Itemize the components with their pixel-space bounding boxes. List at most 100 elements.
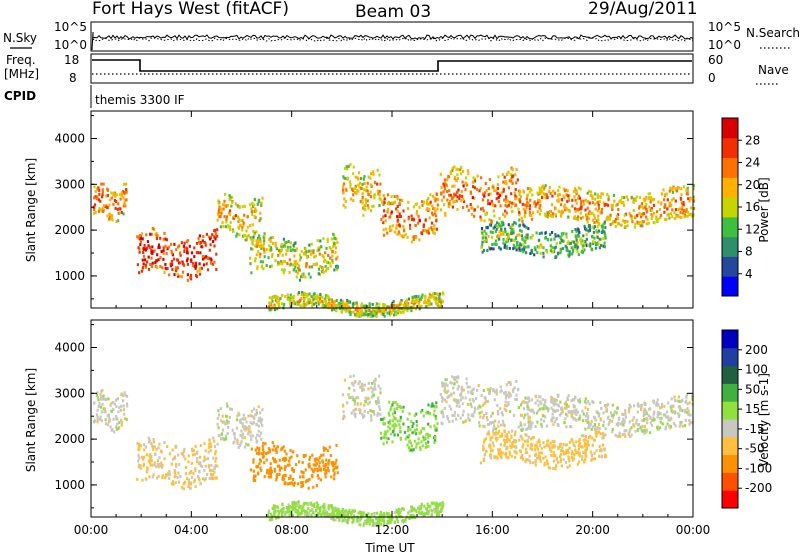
- heatmap-cell: [460, 395, 462, 398]
- heatmap-cell: [240, 224, 242, 227]
- power-ylabel: Slant Range [km]: [24, 158, 38, 262]
- heatmap-cell: [198, 471, 200, 474]
- heatmap-cell: [166, 252, 168, 255]
- heatmap-cell: [366, 186, 368, 189]
- heatmap-cell: [521, 429, 523, 432]
- heatmap-cell: [575, 408, 577, 411]
- heatmap-cell: [395, 401, 397, 404]
- ytick-label: 4000: [54, 131, 85, 145]
- heatmap-cell: [466, 382, 468, 385]
- heatmap-cell: [538, 439, 540, 442]
- heatmap-cell: [524, 215, 526, 218]
- heatmap-cell: [516, 452, 518, 455]
- heatmap-cell: [621, 413, 623, 416]
- heatmap-cell: [265, 452, 267, 455]
- heatmap-cell: [414, 440, 416, 443]
- heatmap-cell: [469, 398, 471, 401]
- heatmap-cell: [671, 397, 673, 400]
- heatmap-cell: [373, 205, 375, 208]
- heatmap-cell: [525, 246, 527, 249]
- heatmap-cell: [612, 404, 614, 407]
- heatmap-cell: [507, 381, 509, 384]
- heatmap-cell: [505, 200, 507, 203]
- heatmap-cell: [184, 242, 186, 245]
- heatmap-cell: [344, 206, 346, 209]
- heatmap-cell: [496, 404, 498, 407]
- heatmap-cell: [515, 237, 517, 240]
- heatmap-cell: [362, 214, 364, 217]
- heatmap-cell: [472, 415, 474, 418]
- heatmap-cell: [272, 507, 274, 510]
- heatmap-cell: [149, 246, 151, 249]
- heatmap-cell: [159, 265, 161, 268]
- heatmap-cell: [530, 237, 532, 240]
- heatmap-cell: [407, 418, 409, 421]
- heatmap-cell: [259, 419, 261, 422]
- heatmap-cell: [591, 437, 593, 440]
- ytick-label: 1000: [54, 269, 85, 283]
- heatmap-cell: [573, 453, 575, 456]
- heatmap-cell: [190, 487, 192, 490]
- heatmap-cell: [626, 195, 628, 198]
- heatmap-cell: [493, 210, 495, 213]
- heatmap-cell: [304, 276, 306, 279]
- heatmap-cell: [291, 467, 293, 470]
- heatmap-cell: [502, 173, 504, 176]
- heatmap-cell: [158, 456, 160, 459]
- heatmap-cell: [596, 427, 598, 430]
- heatmap-cell: [370, 195, 372, 198]
- heatmap-cell: [152, 464, 154, 467]
- heatmap-cell: [411, 296, 413, 299]
- heatmap-cell: [321, 512, 323, 515]
- heatmap-cell: [172, 480, 174, 483]
- heatmap-cell: [250, 431, 252, 434]
- heatmap-cell: [226, 419, 228, 422]
- heatmap-cell: [587, 400, 589, 403]
- heatmap-cell: [550, 454, 552, 457]
- heatmap-cell: [470, 403, 472, 406]
- heatmap-cell: [156, 237, 158, 240]
- heatmap-cell: [120, 409, 122, 412]
- heatmap-cell: [582, 200, 584, 203]
- heatmap-cell: [347, 309, 349, 312]
- heatmap-cell: [568, 198, 570, 201]
- heatmap-cell: [500, 443, 502, 446]
- heatmap-cell: [429, 216, 431, 219]
- heatmap-cell: [579, 438, 581, 441]
- heatmap-cell: [427, 441, 429, 444]
- heatmap-cell: [577, 246, 579, 249]
- heatmap-cell: [262, 442, 264, 445]
- heatmap-cell: [378, 375, 380, 378]
- heatmap-cell: [634, 226, 636, 229]
- heatmap-cell: [485, 397, 487, 400]
- heatmap-cell: [482, 207, 484, 210]
- heatmap-cell: [489, 202, 491, 205]
- heatmap-cell: [447, 396, 449, 399]
- heatmap-cell: [601, 208, 603, 211]
- heatmap-cell: [560, 412, 562, 415]
- heatmap-cell: [549, 445, 551, 448]
- heatmap-cell: [96, 197, 98, 200]
- heatmap-cell: [453, 392, 455, 395]
- heatmap-cell: [138, 445, 140, 448]
- heatmap-cell: [558, 186, 560, 189]
- heatmap-cell: [552, 250, 554, 253]
- heatmap-cell: [210, 442, 212, 445]
- heatmap-cell: [321, 304, 323, 307]
- heatmap-cell: [512, 247, 514, 250]
- heatmap-cell: [255, 257, 257, 260]
- heatmap-cell: [319, 240, 321, 243]
- heatmap-cell: [256, 452, 258, 455]
- heatmap-cell: [584, 458, 586, 461]
- heatmap-cell: [253, 408, 255, 411]
- heatmap-cell: [493, 432, 495, 435]
- heatmap-cell: [628, 432, 630, 435]
- heatmap-cell: [187, 460, 189, 463]
- heatmap-cell: [206, 473, 208, 476]
- heatmap-cell: [561, 464, 563, 467]
- heatmap-cell: [529, 422, 531, 425]
- heatmap-cell: [557, 234, 559, 237]
- heatmap-cell: [531, 398, 533, 401]
- heatmap-cell: [580, 445, 582, 448]
- heatmap-cell: [358, 171, 360, 174]
